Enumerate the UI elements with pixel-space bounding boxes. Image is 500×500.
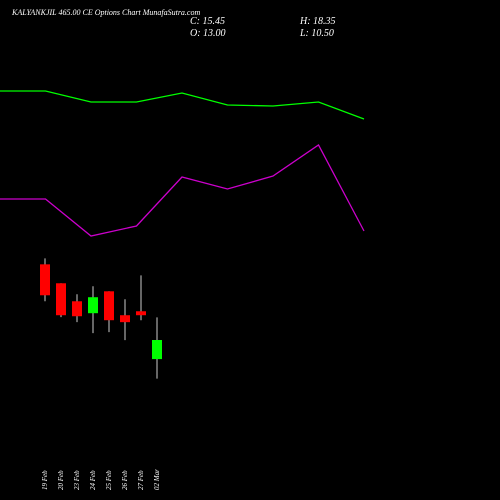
x-tick-label: 25 Feb <box>105 470 113 490</box>
low-stat: L: 10.50 <box>299 28 334 39</box>
x-tick-label: 26 Feb <box>121 470 129 490</box>
x-tick-label: 19 Feb <box>41 470 49 490</box>
chart-title: KALYANKJIL 465.00 CE Options Chart Munaf… <box>11 8 200 17</box>
x-tick-label: 02 Mar <box>153 469 161 490</box>
candle-body <box>120 315 130 323</box>
open-stat: O: 13.00 <box>190 28 226 39</box>
close-stat: C: 15.45 <box>190 16 225 27</box>
candle-body <box>88 297 98 314</box>
high-stat: H: 18.35 <box>299 16 336 27</box>
candle-body <box>152 340 162 360</box>
indicator-line <box>0 90 365 120</box>
x-tick-label: 24 Feb <box>89 470 97 490</box>
x-tick-label: 23 Feb <box>73 470 81 490</box>
candle-body <box>40 264 50 296</box>
candle-body <box>56 283 66 316</box>
x-tick-label: 27 Feb <box>137 470 145 490</box>
candle-body <box>136 311 146 316</box>
candle-body <box>104 291 114 321</box>
x-tick-label: 20 Feb <box>57 470 65 490</box>
indicator-line <box>0 144 365 237</box>
candle-body <box>72 301 82 317</box>
